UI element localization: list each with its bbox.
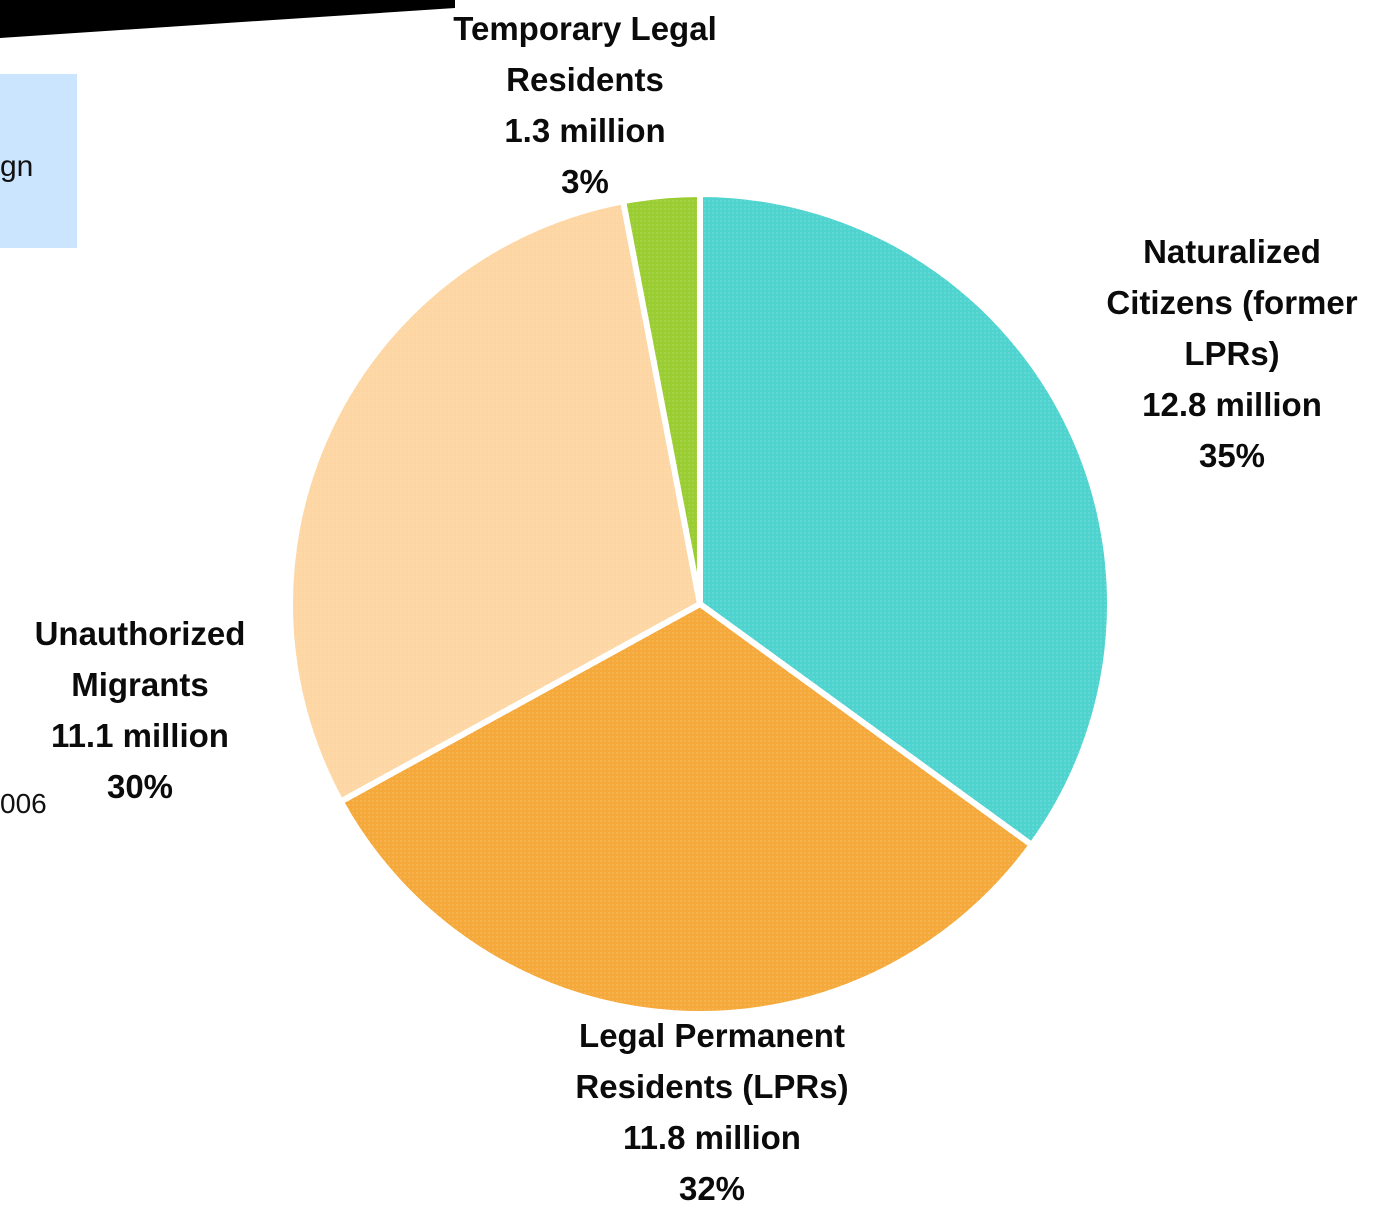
label-naturalized-citizens: Naturalized Citizens (former LPRs) 12.8 … xyxy=(1106,226,1357,481)
slice-naturalized-citizens xyxy=(697,190,1113,850)
percent-temporary-legal-residents: 3% xyxy=(561,163,609,200)
label-temporary-legal-residents: Temporary Legal Residents 1.3 million 3% xyxy=(453,3,716,207)
percent-naturalized-citizens: 35% xyxy=(1198,437,1266,474)
percent-legal-permanent-residents: 32% xyxy=(678,1170,746,1207)
slice-legal-permanent-residents xyxy=(336,600,1036,1018)
value-unauthorized-migrants: 11.1 million xyxy=(51,717,229,754)
value-legal-permanent-residents: 11.8 million xyxy=(623,1119,801,1156)
percent-unauthorized-migrants: 30% xyxy=(106,768,174,805)
slice-unauthorized-migrants xyxy=(287,197,704,806)
label-legal-permanent-residents: Legal Permanent Residents (LPRs) 11.8 mi… xyxy=(575,1010,848,1214)
callout-text: gn xyxy=(0,150,34,183)
footnote-text: 006 xyxy=(0,788,47,819)
label-unauthorized-migrants: Unauthorized Migrants 11.1 million 30% xyxy=(35,608,246,812)
slice-temporary-legal-residents xyxy=(619,190,703,605)
value-temporary-legal-residents: 1.3 million xyxy=(504,112,666,149)
callout-box xyxy=(0,74,77,248)
value-naturalized-citizens: 12.8 million xyxy=(1142,386,1322,423)
top-banner-shape xyxy=(0,0,455,38)
